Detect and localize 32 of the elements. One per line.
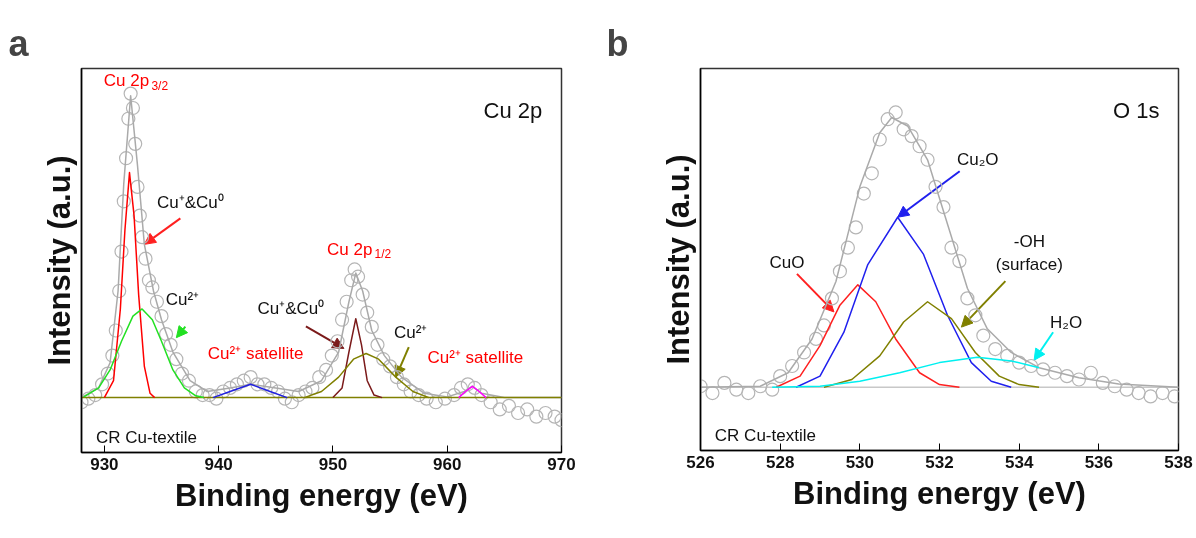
annotation: Cu²⁺ satellite <box>427 347 524 367</box>
x-tick-label: 960 <box>433 454 462 474</box>
annotation: Cu⁺&Cu⁰ <box>156 192 224 212</box>
x-axis-title: Binding energy (eV) <box>793 475 1086 511</box>
chart-title: a <box>8 22 30 64</box>
x-axis-title: Binding energy (eV) <box>175 477 468 513</box>
x-tick-label: 532 <box>925 452 954 472</box>
x-tick-label: 940 <box>204 454 233 474</box>
annotation: Cu₂O <box>956 149 999 169</box>
annotation: H₂O <box>1050 312 1083 332</box>
x-tick-label: 970 <box>547 454 576 474</box>
annotation: Cu⁺&Cu⁰ <box>257 298 325 318</box>
y-axis-title: Intensity (a.u.) <box>660 154 696 365</box>
x-tick-label: 528 <box>765 452 795 472</box>
annotation: CuO <box>769 253 805 273</box>
x-tick-label: 930 <box>90 454 119 474</box>
x-tick-label: 536 <box>1084 452 1114 472</box>
annotation: Cu²⁺ <box>394 322 428 342</box>
x-tick-label: 526 <box>686 452 715 472</box>
annotation: O 1s <box>1112 98 1160 124</box>
chart-title: b <box>606 22 629 64</box>
y-axis-title: Intensity (a.u.) <box>41 155 77 366</box>
annotation: Cu²⁺ satellite <box>207 343 304 363</box>
annotation: Cu 2p <box>483 98 543 124</box>
annotation: CR Cu-textile <box>714 425 816 445</box>
annotation: Cu²⁺ <box>165 290 200 310</box>
x-tick-label: 530 <box>845 452 875 472</box>
x-tick-label: 534 <box>1004 452 1034 472</box>
annotation: -OH (surface) <box>995 232 1063 275</box>
x-tick-label: 950 <box>318 454 348 474</box>
annotation: CR Cu-textile <box>95 427 197 447</box>
x-tick-label: 538 <box>1164 452 1193 472</box>
